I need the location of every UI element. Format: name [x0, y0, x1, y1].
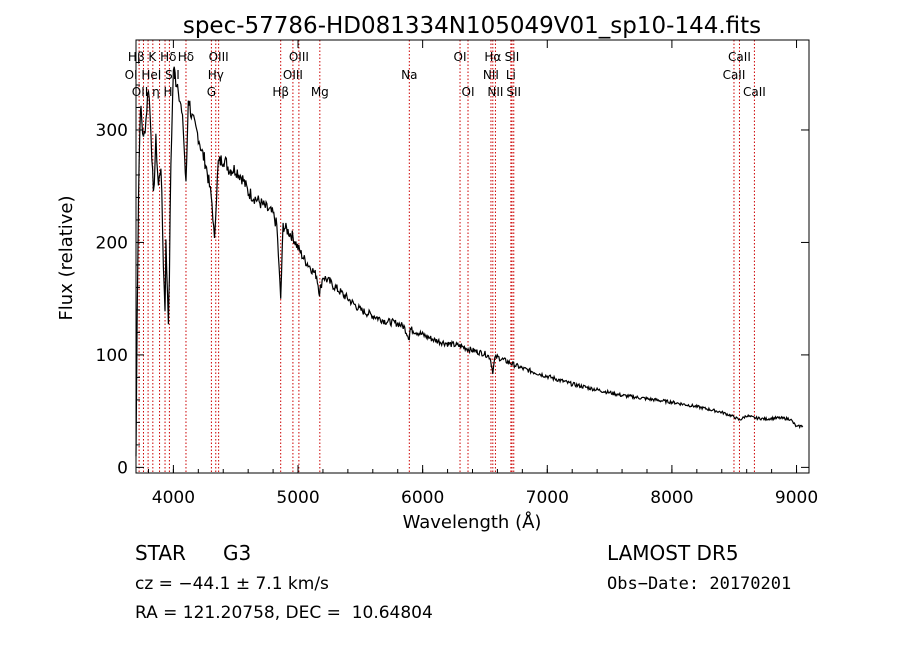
obs-date: Obs−Date: 20170201	[607, 574, 792, 594]
spectrum-line	[135, 66, 804, 457]
plot-frame	[135, 39, 810, 474]
line-markers	[138, 40, 755, 473]
chart-title: spec-57786-HD081334N105049V01_sp10-144.f…	[183, 13, 761, 39]
marker-label-11: Hα	[484, 50, 501, 64]
survey-name: LAMOST DR5	[607, 541, 739, 565]
marker-label-2: G	[207, 85, 216, 99]
crowded-label-0: Hβ K Hδ	[128, 50, 177, 64]
x-tick-label-4: 8000	[650, 488, 693, 508]
y-tick-label-2: 200	[96, 233, 128, 253]
marker-label-1: Hγ	[208, 68, 224, 82]
marker-label-15: Li	[506, 68, 516, 82]
marker-label-8: Na	[401, 68, 417, 82]
marker-label-13: NII	[487, 85, 503, 99]
marker-label-12: NII	[483, 68, 499, 82]
y-axis-label: Flux (relative)	[56, 195, 77, 320]
y-tick-label-0: 0	[117, 458, 128, 478]
marker-label-3: OIII	[209, 50, 229, 64]
line-marker-labels: HδHγGOIIIHβOIIIOIIIMgNaOIOIHαNIINIISIILi…	[125, 50, 766, 99]
coordinates: RA = 121.20758, DEC = 10.64804	[135, 603, 433, 623]
x-tick-label-5: 9000	[775, 488, 818, 508]
x-axis-label: Wavelength (Å)	[403, 511, 542, 533]
object-class: STAR	[135, 541, 186, 565]
marker-label-19: CaII	[743, 85, 766, 99]
marker-label-17: CaII	[723, 68, 746, 82]
marker-label-6: OIII	[289, 50, 309, 64]
subclass: G3	[223, 541, 252, 565]
crowded-label-2: OII η H	[132, 85, 173, 99]
y-tick-label-1: 100	[96, 346, 128, 366]
crowded-label-1: OI HeI SII	[125, 68, 180, 82]
marker-label-9: OI	[454, 50, 467, 64]
marker-label-5: OIII	[283, 68, 303, 82]
marker-label-16: SII	[506, 85, 521, 99]
x-axis-ticks: 4000 5000 6000 7000 8000 9000	[147, 40, 818, 508]
y-axis-ticks: 0 100 200 300	[96, 61, 809, 478]
x-tick-label-2: 6000	[401, 488, 444, 508]
x-tick-label-1: 5000	[276, 488, 319, 508]
marker-label-0: Hδ	[178, 50, 194, 64]
y-tick-label-3: 300	[96, 121, 128, 141]
marker-label-7: Mg	[311, 85, 329, 99]
velocity: cz = −44.1 ± 7.1 km/s	[135, 574, 329, 594]
marker-label-14: SII	[505, 50, 520, 64]
marker-label-18: CaII	[728, 50, 751, 64]
x-tick-label-3: 7000	[526, 488, 569, 508]
x-tick-label-0: 4000	[152, 488, 195, 508]
marker-label-10: OI	[462, 85, 475, 99]
marker-label-4: Hβ	[272, 85, 289, 99]
